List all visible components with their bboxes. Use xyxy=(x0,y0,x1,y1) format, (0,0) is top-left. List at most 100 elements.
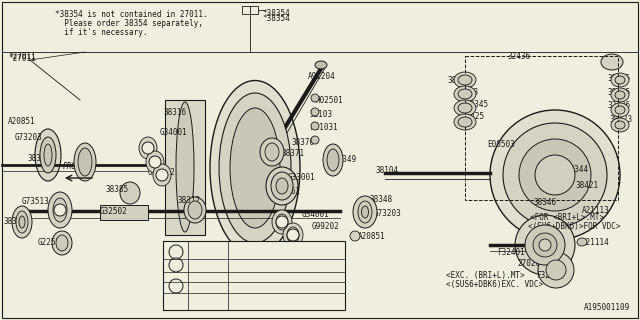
Circle shape xyxy=(546,260,566,280)
Ellipse shape xyxy=(311,94,319,102)
Ellipse shape xyxy=(16,211,28,233)
Text: H02501: H02501 xyxy=(316,96,344,105)
Text: <(SUS6+DBK6)>EXC. VDC>: <(SUS6+DBK6)>EXC. VDC> xyxy=(231,293,324,299)
Text: *38354: *38354 xyxy=(262,10,290,19)
Text: 1: 1 xyxy=(174,249,178,255)
Text: 38312: 38312 xyxy=(177,196,200,205)
Text: F32401: F32401 xyxy=(536,271,564,280)
Ellipse shape xyxy=(311,136,319,144)
Text: 38347: 38347 xyxy=(184,247,207,257)
Ellipse shape xyxy=(40,137,56,173)
Ellipse shape xyxy=(35,129,61,181)
Ellipse shape xyxy=(577,238,587,246)
Circle shape xyxy=(503,123,607,227)
Text: <(SUS6+DBK6)>FOR VDC>: <(SUS6+DBK6)>FOR VDC> xyxy=(231,272,320,278)
Text: 38104: 38104 xyxy=(375,166,398,175)
Text: *38354: *38354 xyxy=(262,14,290,23)
Text: A20851: A20851 xyxy=(8,117,36,126)
Ellipse shape xyxy=(74,143,96,181)
Ellipse shape xyxy=(19,216,25,228)
Text: G73203: G73203 xyxy=(374,209,402,218)
Text: 32436: 32436 xyxy=(608,101,631,110)
Ellipse shape xyxy=(176,102,194,232)
Ellipse shape xyxy=(615,76,625,84)
Text: 38425: 38425 xyxy=(462,112,485,121)
Ellipse shape xyxy=(458,117,472,127)
Ellipse shape xyxy=(184,197,206,223)
Circle shape xyxy=(490,110,620,240)
Text: G99202: G99202 xyxy=(312,222,340,231)
Text: <EXC. (BRI+L).MT>: <EXC. (BRI+L).MT> xyxy=(446,271,525,280)
Ellipse shape xyxy=(454,86,476,102)
Ellipse shape xyxy=(12,206,32,238)
Circle shape xyxy=(535,155,575,195)
Text: <FOR <BRI+L>.MT>: <FOR <BRI+L>.MT> xyxy=(231,262,299,268)
Ellipse shape xyxy=(350,231,360,241)
Text: G34001: G34001 xyxy=(160,128,188,137)
Text: A21113: A21113 xyxy=(582,206,610,215)
Text: 38386: 38386 xyxy=(184,282,207,291)
Ellipse shape xyxy=(230,108,280,228)
Text: FRONT: FRONT xyxy=(63,162,86,171)
Text: 38344: 38344 xyxy=(565,165,588,174)
Ellipse shape xyxy=(323,144,343,176)
Ellipse shape xyxy=(153,164,171,186)
Ellipse shape xyxy=(615,91,625,99)
Ellipse shape xyxy=(276,214,288,230)
Text: G32502: G32502 xyxy=(100,207,128,216)
Text: F32401: F32401 xyxy=(497,248,525,257)
Ellipse shape xyxy=(358,201,372,223)
Ellipse shape xyxy=(272,210,292,234)
Text: 38346: 38346 xyxy=(533,198,556,207)
Text: G73513: G73513 xyxy=(22,197,50,206)
Ellipse shape xyxy=(454,100,476,116)
Ellipse shape xyxy=(611,103,629,117)
Bar xyxy=(465,56,618,200)
Ellipse shape xyxy=(315,61,327,69)
Text: 38345: 38345 xyxy=(465,100,488,109)
Text: 2: 2 xyxy=(174,262,178,268)
Circle shape xyxy=(287,229,299,241)
Ellipse shape xyxy=(188,201,202,219)
Circle shape xyxy=(149,156,161,168)
Ellipse shape xyxy=(311,108,319,116)
Ellipse shape xyxy=(458,89,472,99)
Ellipse shape xyxy=(146,151,164,173)
Ellipse shape xyxy=(266,167,298,205)
Text: Please order 38354 separately,: Please order 38354 separately, xyxy=(55,19,203,28)
Ellipse shape xyxy=(362,206,369,218)
Ellipse shape xyxy=(52,231,72,255)
Ellipse shape xyxy=(353,196,377,228)
Ellipse shape xyxy=(601,54,623,70)
Text: 27020: 27020 xyxy=(517,259,540,268)
Ellipse shape xyxy=(265,143,279,161)
Circle shape xyxy=(276,216,288,228)
Ellipse shape xyxy=(53,198,67,222)
Text: 2: 2 xyxy=(174,283,178,289)
Ellipse shape xyxy=(260,138,284,166)
Circle shape xyxy=(539,239,551,251)
Text: 38348: 38348 xyxy=(370,195,393,204)
Text: <(SU6+DBK6)>FOR VDC>: <(SU6+DBK6)>FOR VDC> xyxy=(528,222,621,231)
Text: *38354 is not contained in 27011.: *38354 is not contained in 27011. xyxy=(55,10,207,19)
Ellipse shape xyxy=(78,148,92,176)
Text: 38385: 38385 xyxy=(105,185,128,194)
Text: G22532: G22532 xyxy=(38,238,66,247)
Text: G34001: G34001 xyxy=(302,210,330,219)
Circle shape xyxy=(169,258,183,272)
Text: 1: 1 xyxy=(160,172,164,178)
Bar xyxy=(242,6,250,14)
Text: 38370: 38370 xyxy=(291,138,314,147)
Circle shape xyxy=(169,245,183,259)
Text: <EXC. (BRI+L).MT>: <EXC. (BRI+L).MT> xyxy=(231,283,303,289)
Text: A21114: A21114 xyxy=(582,238,610,247)
Ellipse shape xyxy=(283,223,303,247)
Text: 38359: 38359 xyxy=(184,260,207,269)
Circle shape xyxy=(54,204,66,216)
Circle shape xyxy=(525,225,565,265)
Ellipse shape xyxy=(210,81,300,255)
Text: E00503: E00503 xyxy=(487,140,515,149)
Circle shape xyxy=(538,252,574,288)
Circle shape xyxy=(519,139,591,211)
Bar xyxy=(165,100,205,235)
